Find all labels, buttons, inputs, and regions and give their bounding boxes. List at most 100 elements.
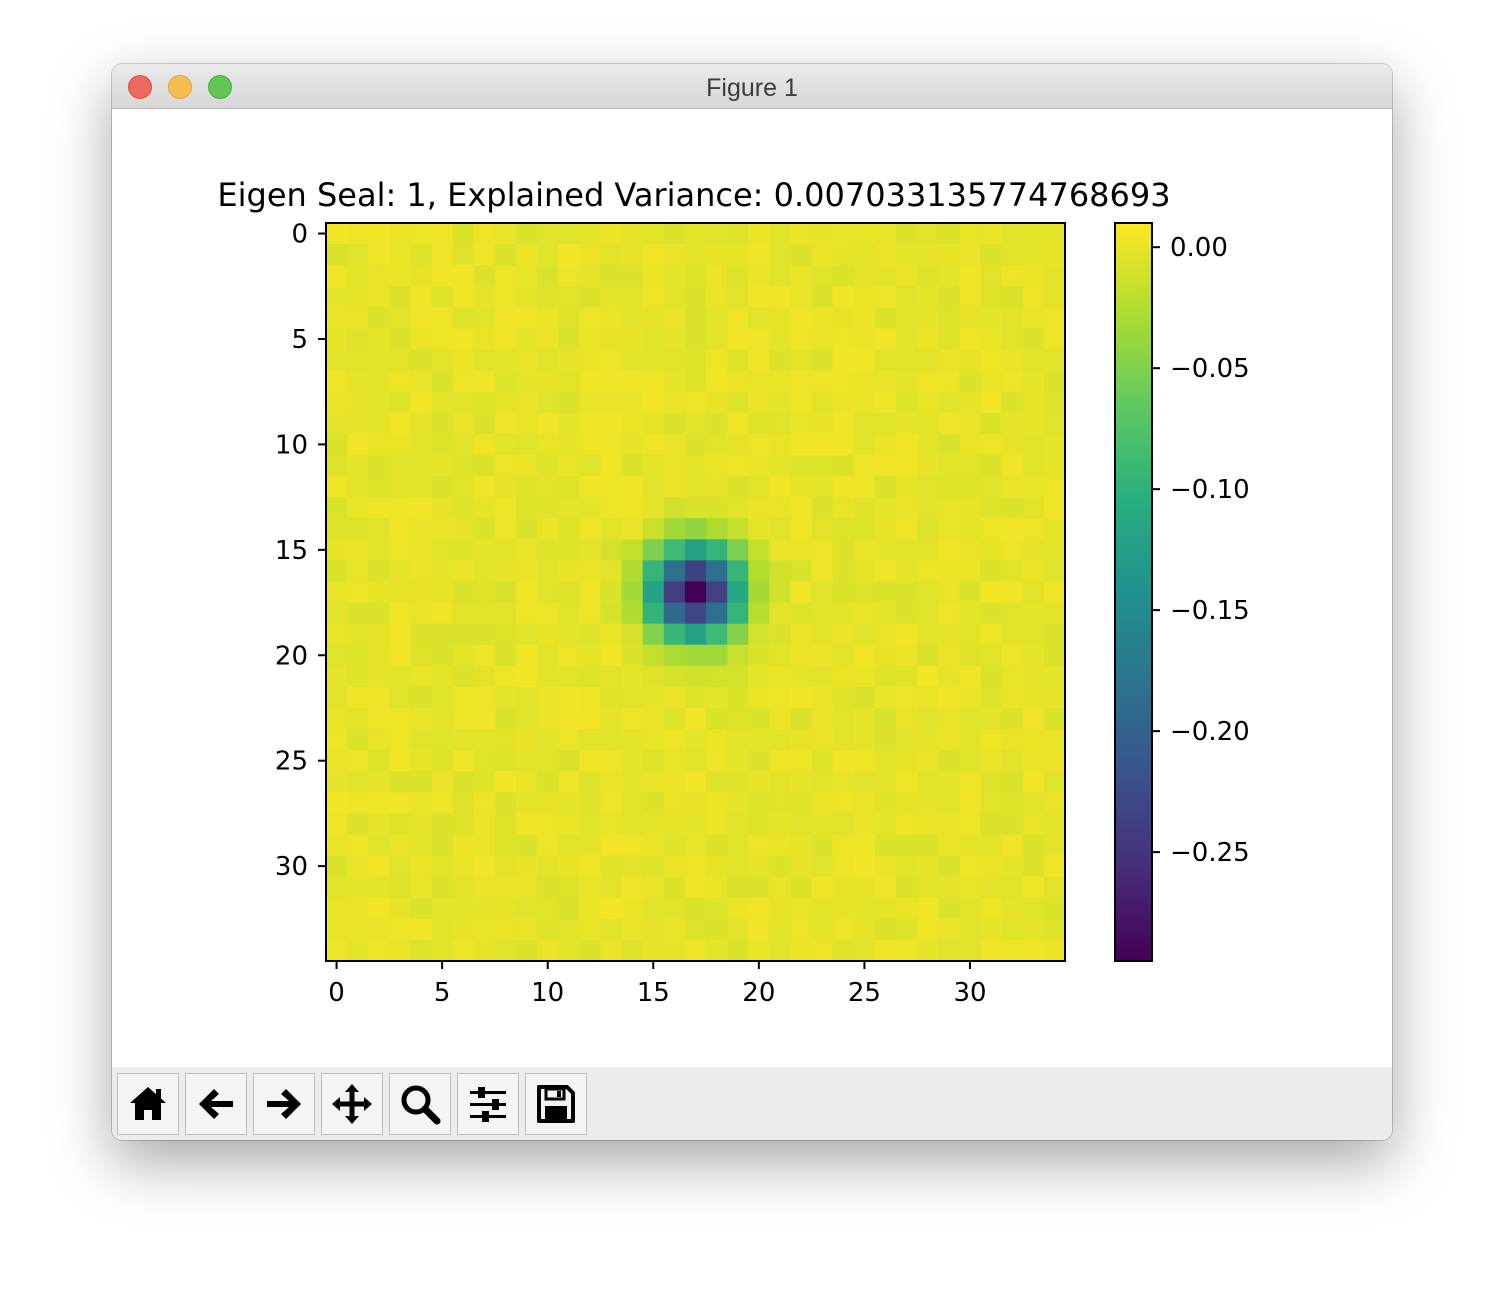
heatmap-cell: [917, 476, 939, 498]
heatmap-cell: [1043, 707, 1066, 730]
heatmap-cell: [790, 286, 813, 308]
heatmap-cell: [896, 686, 918, 709]
heatmap-cell: [938, 433, 961, 456]
heatmap-cell: [1043, 412, 1066, 435]
home-button[interactable]: [117, 1073, 179, 1135]
heatmap-cell: [326, 665, 348, 688]
heatmap-cell: [896, 644, 918, 667]
heatmap-cell: [452, 876, 475, 899]
configure-subplots-button[interactable]: [457, 1073, 519, 1135]
heatmap-cell: [917, 433, 939, 456]
title-bar[interactable]: Figure 1: [112, 64, 1392, 109]
heatmap-cell: [1001, 707, 1024, 730]
heatmap-cell: [600, 707, 623, 730]
heatmap-cell: [1001, 328, 1024, 351]
heatmap-cell: [389, 349, 412, 372]
heatmap-cell: [600, 370, 623, 393]
heatmap-cell: [516, 265, 538, 287]
heatmap-cell: [938, 497, 961, 519]
heatmap-cell: [600, 433, 623, 456]
heatmap-cell: [1022, 307, 1045, 330]
heatmap-cell: [558, 412, 580, 435]
heatmap-cell: [896, 518, 918, 540]
heatmap-cell: [917, 370, 939, 393]
heatmap-cell: [769, 855, 792, 878]
heatmap-cell: [748, 855, 770, 878]
heatmap-cell: [1022, 918, 1045, 941]
heatmap-cell: [621, 560, 644, 583]
heatmap-cell: [368, 939, 390, 962]
forward-button[interactable]: [253, 1073, 315, 1135]
heatmap-cell: [748, 391, 770, 414]
colorbar-tick-label: −0.25: [1170, 838, 1250, 868]
heatmap-cell: [473, 433, 496, 456]
heatmap-cell: [1043, 560, 1066, 583]
heatmap-cell: [853, 792, 876, 814]
heatmap-cell: [1001, 813, 1024, 836]
heatmap-cell: [727, 497, 749, 519]
heatmap-cell: [558, 665, 580, 688]
heatmap-cell: [473, 750, 496, 772]
zoom-window-button[interactable]: [208, 75, 232, 99]
heatmap-cell: [980, 391, 1003, 414]
x-tick-label: 5: [434, 978, 451, 1008]
heatmap-cell: [537, 539, 559, 561]
heatmap-cell: [368, 476, 390, 498]
heatmap-cell: [642, 623, 665, 646]
heatmap-cell: [368, 834, 390, 857]
heatmap-cell: [874, 771, 897, 793]
heatmap-cell: [706, 855, 728, 878]
heatmap-cell: [600, 602, 623, 625]
heatmap-cell: [790, 707, 813, 730]
heatmap-cell: [452, 497, 475, 519]
heatmap-cell: [621, 476, 644, 498]
heatmap-cell: [790, 454, 813, 477]
heatmap-cell: [326, 265, 348, 287]
heatmap-cell: [431, 539, 454, 561]
heatmap-cell: [684, 370, 707, 393]
heatmap-cell: [347, 412, 369, 435]
heatmap-cell: [642, 665, 665, 688]
pan-button[interactable]: [321, 1073, 383, 1135]
heatmap-cell: [1043, 623, 1066, 646]
minimize-window-button[interactable]: [168, 75, 192, 99]
heatmap-cell: [452, 665, 475, 688]
save-button[interactable]: [525, 1073, 587, 1135]
heatmap-cell: [727, 307, 749, 330]
heatmap-cell: [663, 918, 686, 941]
heatmap-cell: [811, 750, 834, 772]
heatmap-cell: [516, 539, 538, 561]
heatmap-cell: [684, 265, 707, 287]
heatmap-cell: [874, 370, 897, 393]
heatmap-cell: [516, 223, 538, 245]
heatmap-cell: [326, 771, 348, 793]
heatmap-cell: [748, 223, 770, 245]
heatmap-cell: [769, 244, 792, 266]
heatmap-cell: [1001, 918, 1024, 941]
x-tick-label: 15: [637, 978, 670, 1008]
heatmap-cell: [706, 750, 728, 772]
heatmap-cell: [410, 412, 433, 435]
heatmap-cell: [748, 623, 770, 646]
heatmap-cell: [473, 539, 496, 561]
back-button[interactable]: [185, 1073, 247, 1135]
heatmap-cell: [832, 644, 855, 667]
close-window-button[interactable]: [128, 75, 152, 99]
zoom-button[interactable]: [389, 1073, 451, 1135]
figure-canvas[interactable]: Eigen Seal: 1, Explained Variance: 0.007…: [112, 109, 1392, 1067]
heatmap-cell: [431, 729, 454, 751]
heatmap-cell: [832, 813, 855, 836]
heatmap-cell: [494, 855, 517, 878]
heatmap-cell: [473, 623, 496, 646]
heatmap-cell: [874, 834, 897, 857]
heatmap-cell: [1001, 349, 1024, 372]
heatmap-cell: [896, 581, 918, 604]
heatmap-cell: [326, 918, 348, 941]
heatmap-cell: [452, 602, 475, 625]
heatmap-cell: [980, 876, 1003, 899]
heatmap-cell: [558, 307, 580, 330]
heatmap-cell: [494, 391, 517, 414]
heatmap-cell: [748, 433, 770, 456]
heatmap-cell: [642, 560, 665, 583]
heatmap-cell: [642, 581, 665, 604]
